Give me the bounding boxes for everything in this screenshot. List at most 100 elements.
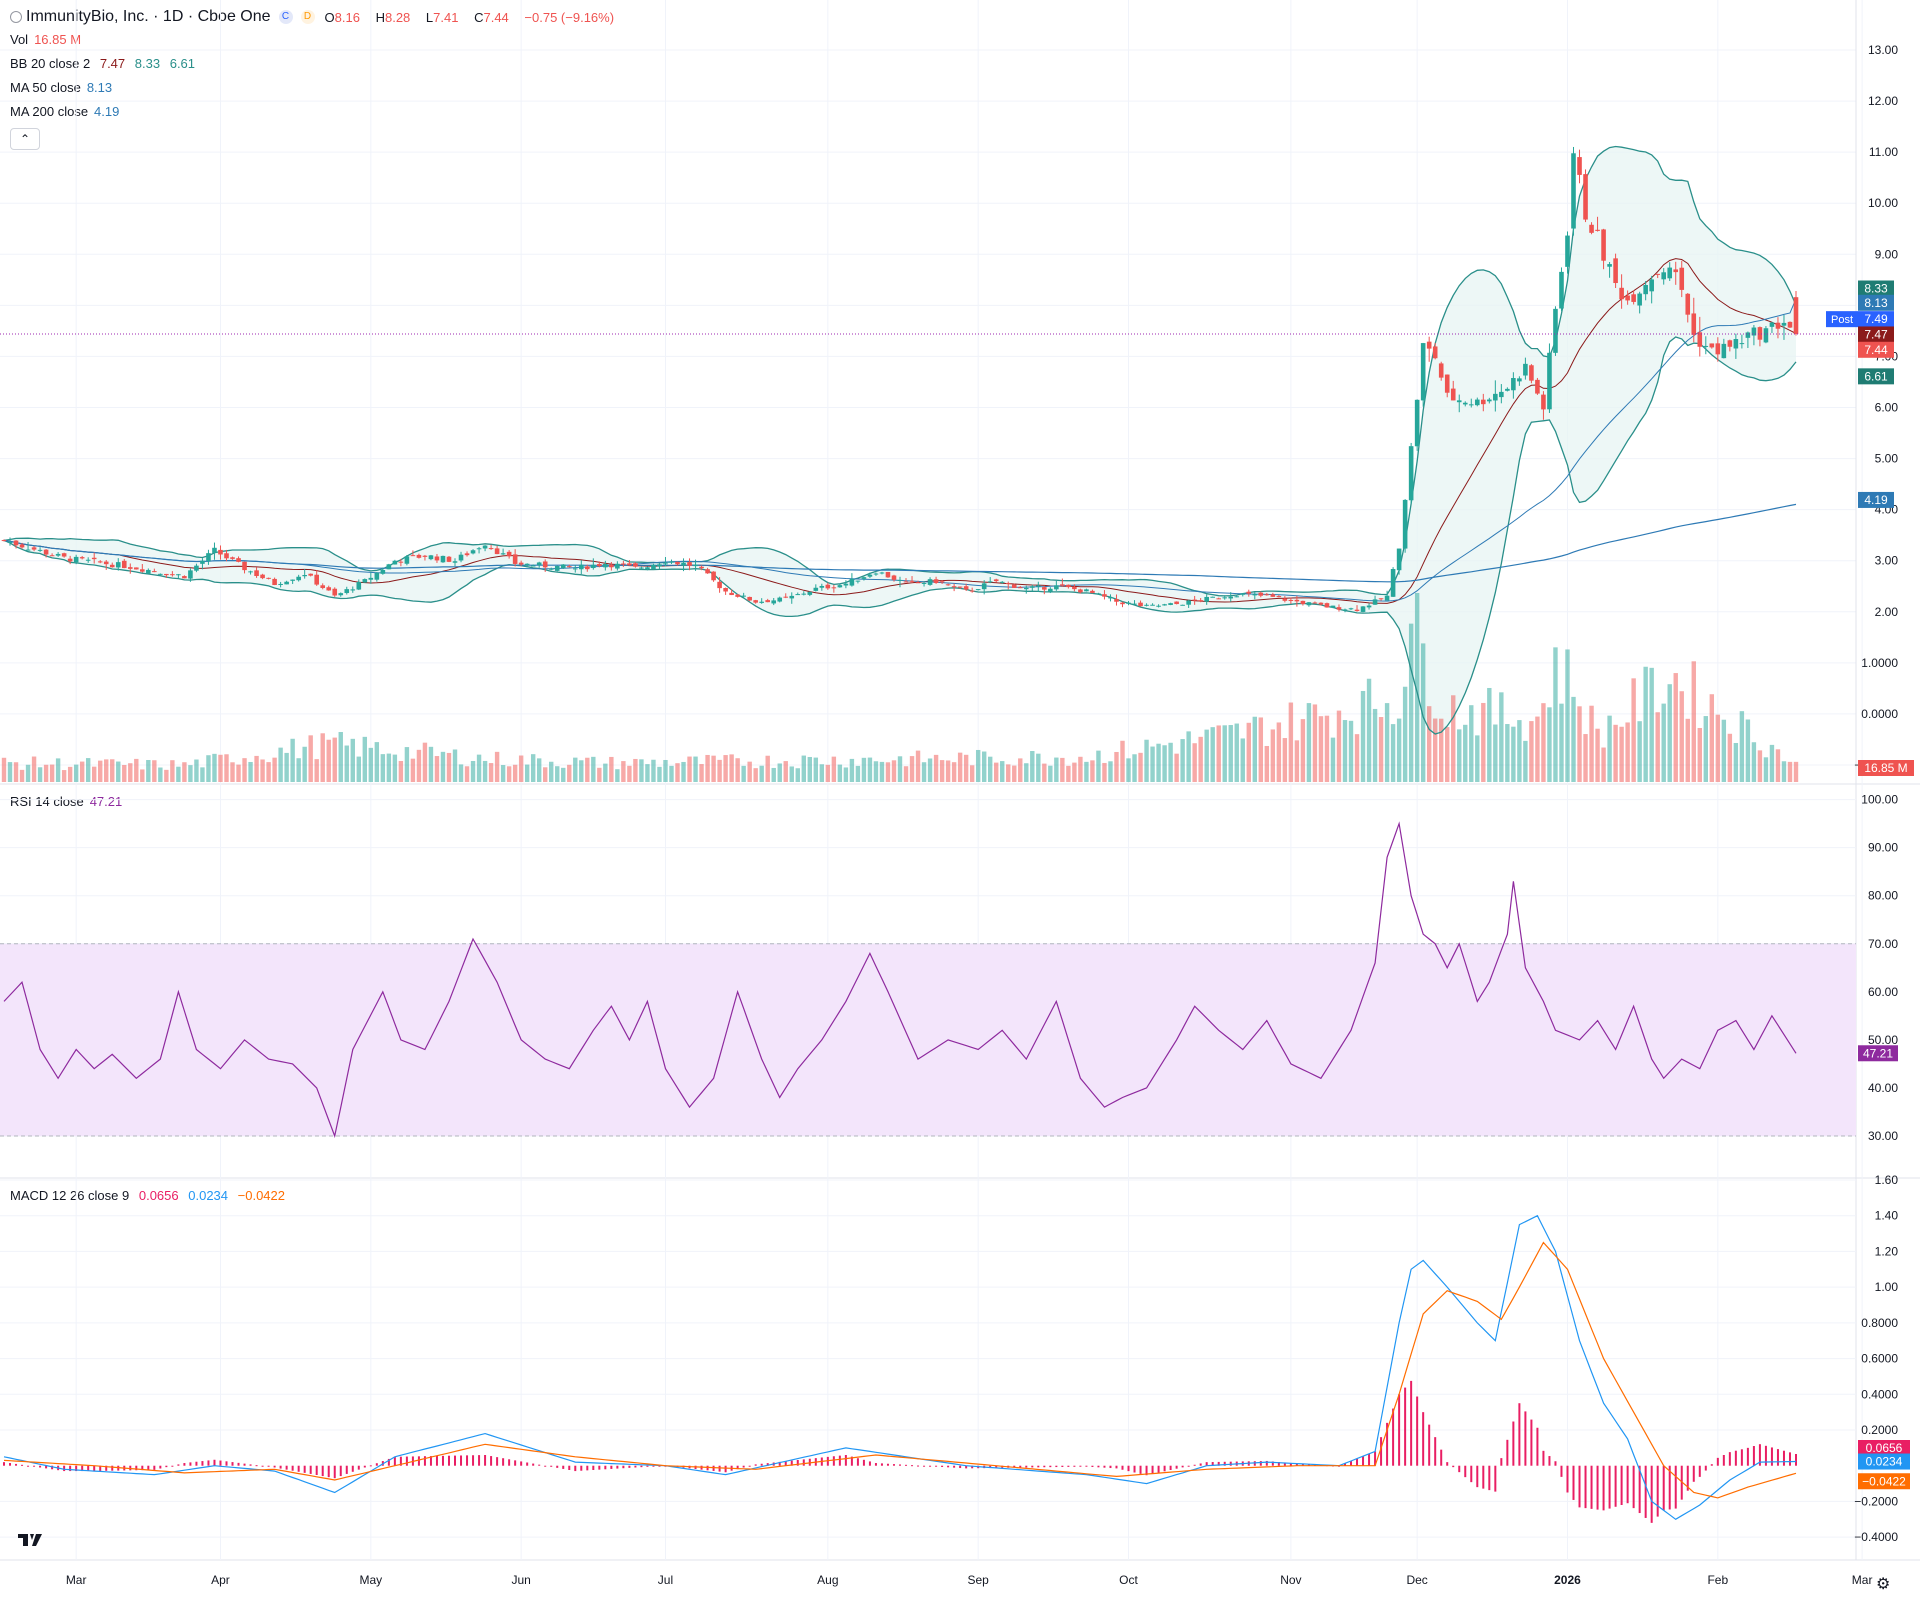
macd-histogram-bar [874, 1463, 877, 1466]
candle-body [765, 600, 771, 603]
delayed-data-badge[interactable]: D [300, 10, 315, 24]
symbol-title[interactable]: ImmunityBio, Inc. · 1D · Cboe One [26, 8, 271, 25]
candle-body [1102, 594, 1107, 597]
volume-bar [1757, 750, 1763, 782]
volume-bar [266, 762, 271, 782]
volume-bar [110, 759, 115, 782]
candle-body [494, 548, 500, 555]
macd-histogram-bar [39, 1465, 42, 1468]
macd-histogram-bar [1422, 1412, 1425, 1466]
macd-histogram-bar [1187, 1465, 1190, 1467]
collapse-legend-button[interactable]: ⌃ [10, 128, 40, 150]
macd-histogram-bar [1560, 1465, 1563, 1477]
volume-bar [218, 754, 223, 782]
candle-body [260, 574, 265, 579]
macd-histogram-bar [802, 1459, 805, 1466]
macd-line [3, 1214, 1797, 1521]
legend-ma50[interactable]: MA 50 close 8.13 [10, 80, 113, 95]
candle-body [1282, 598, 1288, 601]
candle-body [506, 551, 512, 557]
legend-macd[interactable]: MACD 12 26 close 9 0.0656 0.0234 −0.0422 [10, 1188, 285, 1203]
volume-bar [988, 756, 993, 782]
candle-body [825, 584, 831, 589]
macd-histogram-bar [417, 1456, 420, 1466]
macd-histogram-bar [1157, 1465, 1160, 1473]
candle-body [1589, 224, 1594, 233]
candle-body [1162, 604, 1167, 606]
macd-histogram-bar [375, 1463, 378, 1466]
candle-body [1577, 157, 1582, 175]
volume-bar [494, 751, 500, 782]
candle-body [867, 574, 873, 577]
volume-bar [356, 756, 361, 782]
macd-histogram-bar [989, 1465, 992, 1469]
macd-histogram-bar [886, 1463, 889, 1466]
volume-bar [915, 750, 921, 782]
candle-body [1066, 584, 1071, 588]
volume-bar [753, 768, 758, 782]
market-closed-badge[interactable]: C [278, 10, 293, 24]
legend-rsi[interactable]: RSI 14 close 47.21 [10, 794, 123, 809]
candle-body [25, 549, 31, 551]
volume-bar [783, 761, 788, 782]
candle-body [1402, 499, 1408, 549]
macd-histogram-bar [1722, 1455, 1725, 1466]
candle-body [1042, 587, 1047, 590]
volume-bar [1469, 705, 1474, 782]
candle-body [909, 580, 915, 582]
macd-histogram-bar [1734, 1450, 1737, 1466]
macd-histogram-bar [640, 1465, 643, 1468]
volume-bar [13, 762, 19, 782]
volume-bar [1114, 751, 1119, 782]
macd-histogram-bar [1380, 1437, 1383, 1466]
macd-histogram-bar [1277, 1462, 1280, 1466]
volume-bar [116, 761, 121, 782]
volume-bar [837, 764, 843, 782]
legend-bollinger[interactable]: BB 20 close 2 7.47 8.33 6.61 [10, 56, 196, 71]
volume-bar [43, 764, 49, 782]
macd-histogram-bar [508, 1459, 511, 1466]
volume-bar [969, 765, 975, 782]
macd-histogram-bar [99, 1465, 102, 1471]
candle-body [1017, 587, 1023, 589]
candle-body [91, 557, 97, 560]
volume-bar [1541, 703, 1546, 782]
volume-bar [422, 742, 428, 782]
candle-body [1553, 308, 1558, 353]
macd-histogram-bar [911, 1465, 914, 1467]
volume-bar [1204, 729, 1209, 782]
candle-body [362, 579, 368, 583]
price-axis[interactable]: 13.0012.0011.0010.009.007.006.005.004.00… [1826, 43, 1914, 1544]
macd-tick-label: 1.00 [1875, 1280, 1899, 1294]
macd-pane[interactable] [3, 1214, 1797, 1523]
settings-gear-icon[interactable]: ⚙ [1876, 1576, 1891, 1593]
candle-body [152, 571, 157, 573]
candle-body [320, 585, 326, 589]
macd-histogram-bar [1674, 1465, 1677, 1509]
time-axis[interactable]: Mar Apr May Jun Jul Aug Sep Oct Nov Dec 2026 Feb Mar… [66, 1573, 1920, 1587]
candle-body [1739, 343, 1745, 345]
macd-histogram-bar [1019, 1465, 1022, 1468]
macd-histogram-bar [598, 1465, 601, 1470]
volume-bar [1372, 708, 1378, 782]
legend-volume[interactable]: Vol 16.85 M [10, 32, 82, 47]
candle-body [1114, 599, 1119, 602]
macd-histogram-bar [1566, 1465, 1569, 1493]
volume-bar [639, 759, 644, 782]
macd-histogram-bar [1764, 1445, 1767, 1466]
legend-ma200[interactable]: MA 200 close 4.19 [10, 104, 120, 119]
macd-histogram-bar [947, 1465, 950, 1468]
volume-bar [1451, 695, 1456, 782]
rsi-pane[interactable] [0, 821, 1856, 1139]
candle-body [645, 567, 650, 570]
volume-bar [994, 762, 999, 782]
macd-histogram-bar [1626, 1465, 1629, 1504]
macd-histogram-bar [369, 1465, 372, 1467]
volume-bar [1655, 712, 1660, 782]
candle-body [1709, 343, 1715, 348]
volume-bar [657, 766, 662, 782]
price-pane[interactable] [0, 145, 1856, 783]
volume-bar [1577, 706, 1582, 782]
volume-bar [1775, 749, 1781, 782]
